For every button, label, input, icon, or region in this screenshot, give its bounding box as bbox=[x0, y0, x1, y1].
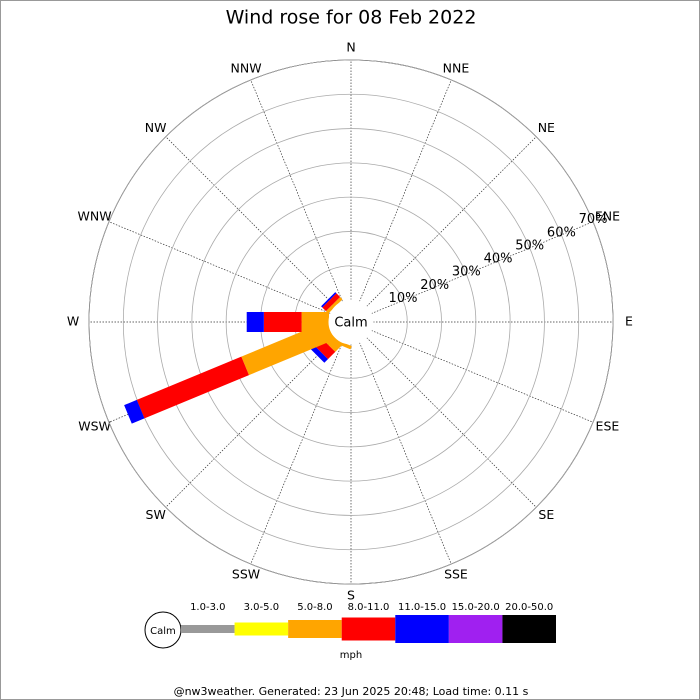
legend-swatch bbox=[181, 625, 235, 633]
direction-label: SSE bbox=[444, 567, 468, 582]
legend-label: 11.0-15.0 bbox=[398, 602, 446, 613]
bar-segment bbox=[301, 312, 329, 332]
r-tick-label: 10% bbox=[389, 291, 418, 306]
r-tick-label: 20% bbox=[420, 278, 449, 293]
spoke bbox=[366, 337, 537, 508]
bar-segment bbox=[325, 296, 343, 314]
bar-segment bbox=[321, 292, 337, 308]
bar-segment bbox=[263, 312, 302, 332]
footer: @nw3weather. Generated: 23 Jun 2025 20:4… bbox=[174, 685, 529, 698]
legend-label: 20.0-50.0 bbox=[505, 602, 553, 613]
direction-label: ENE bbox=[595, 209, 620, 224]
spoke bbox=[359, 79, 452, 302]
direction-label: SSW bbox=[232, 567, 260, 582]
direction-label: WSW bbox=[78, 418, 111, 433]
grid-ring bbox=[191, 162, 511, 482]
grid-ring bbox=[225, 196, 477, 448]
direction-label: S bbox=[347, 588, 355, 603]
legend-label: 8.0-11.0 bbox=[348, 602, 390, 613]
direction-label: SW bbox=[146, 507, 166, 522]
legend-swatch bbox=[234, 622, 289, 636]
legend-label: 1.0-3.0 bbox=[190, 602, 225, 613]
direction-label: W bbox=[67, 314, 79, 329]
legend-swatch bbox=[502, 615, 556, 643]
spoke bbox=[371, 330, 594, 423]
legend-label: 5.0-8.0 bbox=[297, 602, 332, 613]
r-tick-label: 50% bbox=[515, 238, 544, 253]
direction-label: NE bbox=[538, 120, 555, 135]
direction-label: NW bbox=[145, 120, 167, 135]
grid-ring bbox=[157, 128, 545, 516]
spoke bbox=[359, 342, 452, 565]
direction-label: NNE bbox=[443, 60, 470, 75]
r-tick-label: 60% bbox=[547, 225, 576, 240]
r-tick-label: 30% bbox=[452, 265, 481, 280]
bar-segment bbox=[241, 321, 335, 376]
direction-label: NNW bbox=[231, 60, 262, 75]
bar-segment bbox=[310, 345, 328, 363]
direction-label: SE bbox=[538, 507, 554, 522]
spoke bbox=[250, 342, 343, 565]
bar-segment bbox=[246, 312, 264, 332]
spoke bbox=[250, 79, 343, 302]
bar-segment bbox=[322, 293, 341, 312]
spoke bbox=[371, 221, 594, 314]
grid-ring bbox=[88, 59, 614, 585]
bar-segment bbox=[124, 399, 145, 424]
legend-calm-label: Calm bbox=[150, 626, 176, 637]
r-tick-label: 40% bbox=[484, 252, 513, 267]
calm-label: Calm bbox=[334, 316, 367, 331]
unit-label: mph bbox=[340, 650, 362, 661]
legend-label: 3.0-5.0 bbox=[244, 602, 279, 613]
chart-title: Wind rose for 08 Feb 2022 bbox=[226, 7, 477, 29]
direction-label: E bbox=[625, 314, 633, 329]
spoke bbox=[165, 136, 336, 307]
spoke bbox=[165, 337, 336, 508]
legend-swatch bbox=[448, 615, 503, 643]
calm-circle bbox=[328, 299, 374, 345]
legend-swatch bbox=[395, 615, 449, 643]
legend-label: 15.0-20.0 bbox=[452, 602, 500, 613]
direction-label: WNW bbox=[78, 209, 112, 224]
direction-label: N bbox=[346, 40, 355, 55]
legend-swatch bbox=[288, 620, 342, 638]
r-tick-label: 70% bbox=[579, 212, 608, 227]
spoke bbox=[366, 136, 537, 307]
spoke bbox=[108, 221, 331, 314]
direction-label: ESE bbox=[596, 418, 620, 433]
bar-segment bbox=[136, 356, 249, 419]
legend-swatch bbox=[341, 617, 396, 641]
grid-ring bbox=[122, 93, 580, 551]
